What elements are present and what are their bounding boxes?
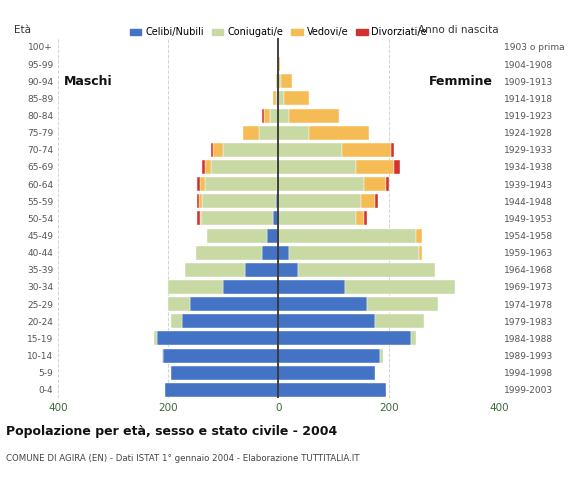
Bar: [278, 366, 375, 380]
Bar: [278, 211, 356, 226]
Bar: [206, 228, 267, 242]
Bar: [205, 160, 211, 174]
Bar: [200, 211, 201, 226]
Bar: [278, 348, 380, 362]
Bar: [165, 383, 278, 397]
Bar: [416, 228, 422, 242]
Bar: [263, 108, 270, 122]
Bar: [182, 314, 278, 328]
Bar: [197, 177, 200, 191]
Bar: [394, 160, 400, 174]
Bar: [276, 74, 277, 88]
Bar: [223, 280, 278, 294]
Bar: [196, 246, 262, 260]
Bar: [342, 143, 392, 157]
Bar: [375, 314, 425, 328]
Text: Maschi: Maschi: [63, 75, 112, 88]
Text: COMUNE DI AGIRA (EN) - Dati ISTAT 1° gennaio 2004 - Elaborazione TUTTITALIA.IT: COMUNE DI AGIRA (EN) - Dati ISTAT 1° gen…: [6, 454, 359, 463]
Bar: [278, 126, 309, 140]
Bar: [162, 348, 278, 362]
Text: Anno di nascita: Anno di nascita: [418, 25, 499, 35]
Bar: [205, 177, 277, 191]
Bar: [262, 108, 263, 122]
Bar: [242, 126, 259, 140]
Bar: [259, 126, 278, 140]
Bar: [211, 143, 213, 157]
Bar: [277, 74, 278, 88]
Bar: [364, 177, 386, 191]
Bar: [278, 246, 289, 260]
Bar: [276, 194, 278, 208]
Bar: [197, 211, 200, 226]
Bar: [345, 280, 455, 294]
Bar: [284, 91, 309, 106]
Bar: [201, 211, 273, 226]
Bar: [277, 177, 278, 191]
Bar: [278, 280, 345, 294]
Bar: [202, 160, 205, 174]
Bar: [419, 246, 422, 260]
Bar: [278, 160, 356, 174]
Bar: [184, 263, 245, 277]
Bar: [171, 314, 182, 328]
Bar: [411, 331, 416, 346]
Bar: [267, 228, 278, 242]
Text: Femmine: Femmine: [429, 75, 493, 88]
Bar: [223, 143, 278, 157]
Bar: [278, 57, 280, 71]
Bar: [278, 331, 411, 346]
Bar: [278, 314, 375, 328]
Bar: [213, 143, 223, 157]
Bar: [356, 211, 364, 226]
Bar: [157, 331, 278, 346]
Bar: [281, 74, 292, 88]
Bar: [277, 160, 278, 174]
Bar: [364, 211, 367, 226]
Bar: [309, 126, 369, 140]
Bar: [278, 383, 386, 397]
Bar: [154, 331, 157, 346]
Bar: [276, 91, 278, 106]
Bar: [197, 194, 199, 208]
Bar: [278, 143, 342, 157]
Bar: [278, 91, 284, 106]
Bar: [278, 108, 289, 122]
Text: Popolazione per età, sesso e stato civile - 2004: Popolazione per età, sesso e stato civil…: [6, 425, 337, 438]
Bar: [211, 160, 277, 174]
Legend: Celibi/Nubili, Coniugati/e, Vedovi/e, Divorziati/e: Celibi/Nubili, Coniugati/e, Vedovi/e, Di…: [126, 24, 431, 41]
Bar: [361, 194, 375, 208]
Text: Età: Età: [14, 25, 31, 35]
Bar: [392, 143, 394, 157]
Bar: [278, 297, 367, 311]
Bar: [202, 194, 276, 208]
Bar: [273, 211, 278, 226]
Bar: [270, 108, 278, 122]
Bar: [200, 177, 205, 191]
Bar: [289, 108, 339, 122]
Bar: [278, 228, 416, 242]
Bar: [273, 91, 275, 106]
Bar: [278, 177, 364, 191]
Bar: [278, 74, 281, 88]
Bar: [199, 194, 202, 208]
Bar: [367, 297, 438, 311]
Bar: [168, 280, 223, 294]
Bar: [278, 194, 361, 208]
Bar: [171, 366, 278, 380]
Bar: [356, 160, 394, 174]
Bar: [380, 348, 383, 362]
Bar: [245, 263, 278, 277]
Bar: [190, 297, 278, 311]
Bar: [262, 246, 278, 260]
Bar: [278, 263, 298, 277]
Bar: [168, 297, 190, 311]
Bar: [386, 177, 389, 191]
Bar: [375, 194, 378, 208]
Bar: [289, 246, 419, 260]
Bar: [298, 263, 436, 277]
